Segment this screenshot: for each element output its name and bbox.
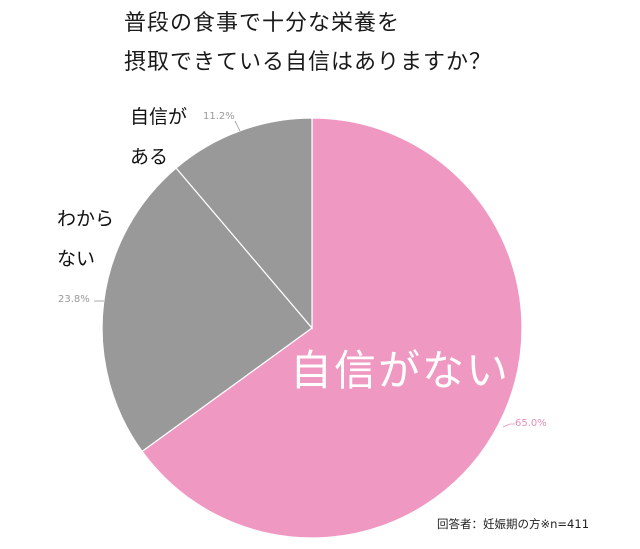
leader-line-not-confident [502, 423, 515, 428]
pct-unsure: 23.8% [58, 294, 90, 305]
respondent-note: 回答者：妊娠期の方※n=411 [437, 517, 590, 531]
label-confident-line1: 自信が [130, 106, 188, 128]
pct-confident: 11.2% [203, 111, 235, 122]
chart-title-line1: 普段の食事で十分な栄養を [124, 11, 401, 36]
slice-unsure [101, 167, 313, 453]
slice-not-confident [141, 117, 523, 539]
label-confident-line2: ある [130, 146, 169, 168]
label-not-confident-inner: 自信がない [290, 346, 511, 395]
label-unsure-line2: ない [57, 248, 96, 270]
leader-line-confident [234, 120, 241, 132]
pct-not-confident: 65.0% [515, 418, 547, 429]
label-unsure-line1: わから [57, 208, 115, 230]
chart-title-line2: 摂取できている自信はありますか？ [124, 50, 493, 75]
